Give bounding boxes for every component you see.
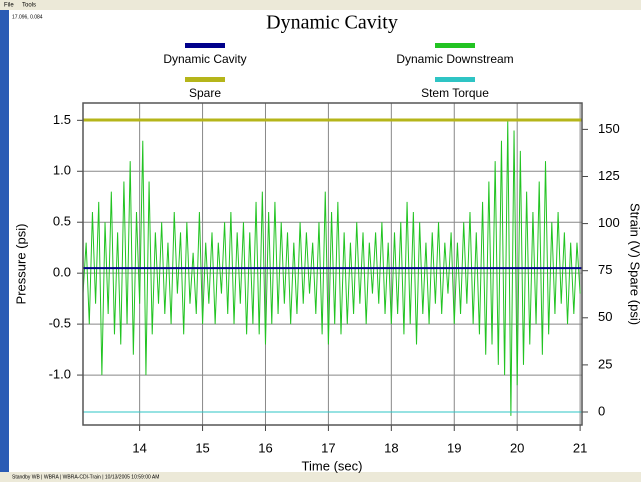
x-tick-label: 16 xyxy=(258,440,272,455)
y-tick-label: 1.5 xyxy=(53,112,71,127)
legend-swatch xyxy=(185,43,225,48)
y2-tick-label: 125 xyxy=(598,168,620,183)
menu-item[interactable]: File xyxy=(4,3,14,9)
y2-axis-label: Strain (V) Spare (psi) xyxy=(628,203,641,325)
plot-frame xyxy=(82,102,583,426)
y2-tick-label: 75 xyxy=(598,262,612,277)
legend-label: Spare xyxy=(189,86,221,100)
menu-item[interactable]: Tools xyxy=(22,3,36,9)
y-tick-label: 0.5 xyxy=(53,214,71,229)
plot-area xyxy=(83,103,582,425)
legend-label: Dynamic Cavity xyxy=(163,52,246,66)
legend-label: Stem Torque xyxy=(421,86,489,100)
y2-tick-label: 150 xyxy=(598,121,620,136)
y-axis-label: Pressure (psi) xyxy=(13,224,28,305)
series-line xyxy=(83,120,581,416)
x-tick-label: 14 xyxy=(132,440,146,455)
cursor-readout: 17.096, 0.084 xyxy=(12,14,43,20)
y2-tick-label: 100 xyxy=(598,215,620,230)
y-tick-label: -1.0 xyxy=(49,367,71,382)
y2-tick-label: 0 xyxy=(598,403,605,418)
y-tick-label: 0.0 xyxy=(53,265,71,280)
y-tick-label: 1.0 xyxy=(53,163,71,178)
legend-label: Dynamic Downstream xyxy=(396,52,513,66)
status-bar xyxy=(0,472,641,482)
legend-swatch xyxy=(435,77,475,82)
menu-bar xyxy=(0,0,641,10)
x-tick-label: 18 xyxy=(384,440,398,455)
chart-title: Dynamic Cavity xyxy=(266,12,398,34)
legend-swatch xyxy=(185,77,225,82)
window-border xyxy=(0,10,9,472)
legend-swatch xyxy=(435,43,475,48)
y2-tick-label: 50 xyxy=(598,309,612,324)
x-tick-label: 19 xyxy=(447,440,461,455)
y-tick-label: -0.5 xyxy=(49,316,71,331)
status-text: Standby WB | WBRA | WBRA-CDI-Train | 10/… xyxy=(12,474,159,480)
x-tick-label: 21 xyxy=(573,440,587,455)
y2-tick-label: 25 xyxy=(598,356,612,371)
x-axis-label: Time (sec) xyxy=(302,458,363,473)
x-tick-label: 20 xyxy=(510,440,524,455)
x-tick-label: 17 xyxy=(321,440,335,455)
x-tick-label: 15 xyxy=(195,440,209,455)
